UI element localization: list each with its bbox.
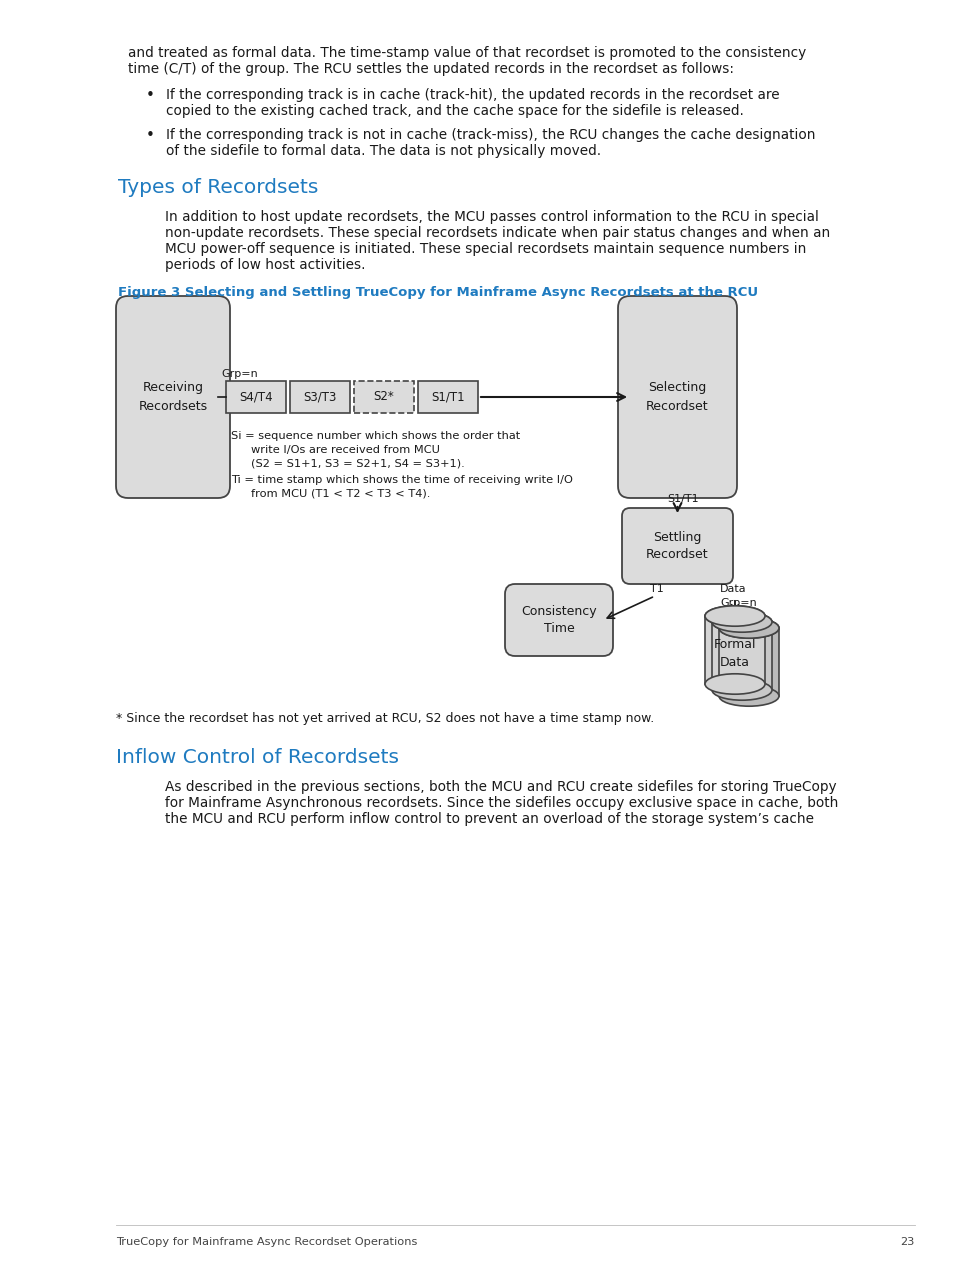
Text: As described in the previous sections, both the MCU and RCU create sidefiles for: As described in the previous sections, b… xyxy=(165,780,836,794)
Ellipse shape xyxy=(711,611,771,632)
Text: Consistency
Time: Consistency Time xyxy=(520,605,597,636)
Text: Data: Data xyxy=(720,583,746,594)
Text: If the corresponding track is not in cache (track-miss), the RCU changes the cac: If the corresponding track is not in cac… xyxy=(166,128,815,142)
Text: Settling
Recordset: Settling Recordset xyxy=(645,530,708,562)
Text: non-update recordsets. These special recordsets indicate when pair status change: non-update recordsets. These special rec… xyxy=(165,226,829,240)
Text: Inflow Control of Recordsets: Inflow Control of Recordsets xyxy=(116,749,398,766)
Ellipse shape xyxy=(719,618,779,638)
Bar xyxy=(711,622,771,690)
Text: Grp=n: Grp=n xyxy=(221,369,257,379)
Bar xyxy=(719,628,779,697)
Text: Ti = time stamp which shows the time of receiving write I/O: Ti = time stamp which shows the time of … xyxy=(231,475,572,486)
Text: and treated as formal data. The time-stamp value of that recordset is promoted t: and treated as formal data. The time-sta… xyxy=(128,46,805,60)
Text: copied to the existing cached track, and the cache space for the sidefile is rel: copied to the existing cached track, and… xyxy=(166,104,743,118)
Text: time (C/T) of the group. The RCU settles the updated records in the recordset as: time (C/T) of the group. The RCU settles… xyxy=(128,62,733,76)
Text: Formal
Data: Formal Data xyxy=(713,638,756,670)
Text: MCU power-off sequence is initiated. These special recordsets maintain sequence : MCU power-off sequence is initiated. The… xyxy=(165,241,805,255)
Text: S2*: S2* xyxy=(374,390,394,403)
Ellipse shape xyxy=(704,606,764,627)
Text: S1/T1: S1/T1 xyxy=(431,390,464,403)
Ellipse shape xyxy=(704,606,764,627)
FancyBboxPatch shape xyxy=(116,296,230,498)
Text: Receiving
Recordsets: Receiving Recordsets xyxy=(138,381,208,413)
Text: the MCU and RCU perform inflow control to prevent an overload of the storage sys: the MCU and RCU perform inflow control t… xyxy=(165,812,813,826)
Text: of the sidefile to formal data. The data is not physically moved.: of the sidefile to formal data. The data… xyxy=(166,144,600,158)
Text: periods of low host activities.: periods of low host activities. xyxy=(165,258,365,272)
Text: •: • xyxy=(146,88,154,103)
FancyBboxPatch shape xyxy=(621,508,732,583)
Ellipse shape xyxy=(711,611,771,632)
Text: Grp=n: Grp=n xyxy=(720,597,756,608)
Ellipse shape xyxy=(719,618,779,638)
Text: * Since the recordset has not yet arrived at RCU, S2 does not have a time stamp : * Since the recordset has not yet arrive… xyxy=(116,712,654,724)
Text: write I/Os are received from MCU: write I/Os are received from MCU xyxy=(251,445,439,455)
Bar xyxy=(290,381,350,413)
Bar xyxy=(417,381,477,413)
Text: Selecting
Recordset: Selecting Recordset xyxy=(645,381,708,413)
Bar xyxy=(354,381,414,413)
Text: S4/T4: S4/T4 xyxy=(239,390,273,403)
Text: (S2 = S1+1, S3 = S2+1, S4 = S3+1).: (S2 = S1+1, S3 = S2+1, S4 = S3+1). xyxy=(251,459,464,469)
Ellipse shape xyxy=(719,686,779,707)
Text: If the corresponding track is in cache (track-hit), the updated records in the r: If the corresponding track is in cache (… xyxy=(166,88,779,102)
Ellipse shape xyxy=(711,680,771,700)
Text: for Mainframe Asynchronous recordsets. Since the sidefiles occupy exclusive spac: for Mainframe Asynchronous recordsets. S… xyxy=(165,796,838,810)
Text: •: • xyxy=(146,128,154,144)
Bar xyxy=(704,616,764,684)
Text: from MCU (T1 < T2 < T3 < T4).: from MCU (T1 < T2 < T3 < T4). xyxy=(251,489,430,500)
Text: In addition to host update recordsets, the MCU passes control information to the: In addition to host update recordsets, t… xyxy=(165,210,818,224)
Text: Si = sequence number which shows the order that: Si = sequence number which shows the ord… xyxy=(231,431,519,441)
Text: S3/T3: S3/T3 xyxy=(303,390,336,403)
Text: Types of Recordsets: Types of Recordsets xyxy=(118,178,318,197)
Text: 23: 23 xyxy=(900,1237,914,1247)
FancyBboxPatch shape xyxy=(618,296,737,498)
Ellipse shape xyxy=(704,674,764,694)
Bar xyxy=(226,381,286,413)
Text: TrueCopy for Mainframe Async Recordset Operations: TrueCopy for Mainframe Async Recordset O… xyxy=(116,1237,417,1247)
FancyBboxPatch shape xyxy=(504,583,613,656)
Text: Figure 3 Selecting and Settling TrueCopy for Mainframe Async Recordsets at the R: Figure 3 Selecting and Settling TrueCopy… xyxy=(118,286,758,299)
Text: S1/T1: S1/T1 xyxy=(667,494,699,505)
Text: T1: T1 xyxy=(649,583,663,594)
